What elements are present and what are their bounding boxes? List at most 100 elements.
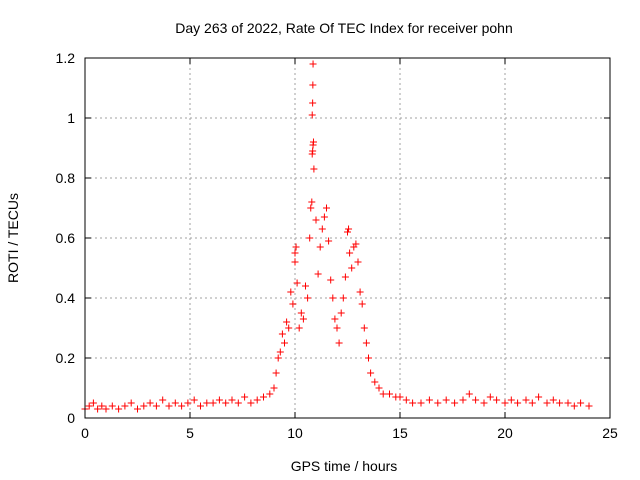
data-point — [278, 330, 286, 338]
data-point — [352, 240, 360, 248]
data-point — [310, 165, 318, 173]
data-point — [556, 399, 564, 407]
y-tick-label: 1 — [67, 110, 75, 126]
data-point — [270, 384, 278, 392]
data-point — [465, 390, 473, 398]
data-point — [585, 402, 593, 410]
data-point — [299, 315, 307, 323]
data-point — [451, 399, 459, 407]
data-point — [341, 273, 349, 281]
data-point — [314, 270, 322, 278]
data-point — [260, 393, 267, 401]
data-point — [247, 399, 255, 407]
data-point — [358, 300, 366, 308]
data-point — [335, 339, 343, 347]
data-point — [331, 315, 339, 323]
data-point — [346, 249, 354, 257]
data-point — [339, 294, 347, 302]
data-point — [425, 396, 433, 404]
data-point — [222, 399, 230, 407]
data-point — [102, 405, 110, 413]
data-point — [375, 384, 383, 392]
data-point — [543, 399, 551, 407]
plot-frame — [84, 57, 611, 419]
data-point — [522, 396, 530, 404]
data-point — [228, 396, 236, 404]
data-point — [304, 294, 312, 302]
data-point — [386, 390, 393, 398]
data-point — [472, 396, 480, 404]
x-tick-label: 20 — [497, 425, 513, 441]
y-tick-label: 0 — [67, 410, 75, 426]
data-point — [266, 390, 274, 398]
data-points — [81, 60, 593, 413]
axis-ticks: 0 5 10 15 20 25 0 0.2 0.4 0.6 0.8 1 1.2 — [56, 50, 618, 441]
data-point — [291, 258, 299, 266]
data-point — [287, 288, 295, 296]
y-tick-label: 0.8 — [56, 170, 76, 186]
data-point — [197, 402, 204, 410]
data-point — [190, 396, 198, 404]
data-point — [297, 309, 305, 317]
data-point — [274, 354, 282, 362]
x-tick-label: 10 — [287, 425, 303, 441]
data-point — [293, 279, 301, 287]
data-point — [486, 393, 494, 401]
data-point — [564, 399, 572, 407]
data-point — [434, 399, 442, 407]
data-point — [302, 282, 309, 290]
data-point — [272, 369, 280, 377]
data-point — [371, 378, 379, 386]
data-point — [402, 396, 410, 404]
data-point — [253, 396, 261, 404]
data-point — [94, 405, 102, 413]
data-point — [306, 234, 314, 242]
data-point — [354, 258, 362, 266]
data-point — [316, 243, 324, 251]
y-tick-label: 0.2 — [56, 350, 76, 366]
data-point — [570, 402, 578, 410]
y-tick-label: 1.2 — [56, 50, 76, 66]
chart-title: Day 263 of 2022, Rate Of TEC Index for r… — [175, 20, 512, 36]
data-point — [134, 405, 141, 413]
data-point — [348, 264, 356, 272]
data-point — [312, 216, 320, 224]
data-point — [459, 396, 467, 404]
data-point — [309, 138, 317, 146]
data-point — [283, 318, 291, 326]
data-point — [308, 198, 316, 206]
data-point — [442, 396, 450, 404]
data-point — [281, 339, 288, 347]
data-point — [367, 369, 375, 377]
data-point — [309, 99, 317, 107]
grid-lines — [85, 58, 610, 418]
data-point — [178, 402, 186, 410]
data-point — [396, 393, 404, 401]
y-axis-label: ROTI / TECUs — [5, 193, 21, 283]
data-point — [337, 309, 345, 317]
x-tick-label: 5 — [186, 425, 194, 441]
data-point — [333, 324, 341, 332]
data-point — [318, 225, 326, 233]
data-point — [309, 60, 317, 68]
data-point — [289, 300, 297, 308]
data-point — [215, 396, 223, 404]
x-tick-label: 15 — [392, 425, 408, 441]
data-point — [514, 399, 522, 407]
data-point — [234, 399, 242, 407]
data-point — [327, 276, 335, 284]
data-point — [307, 204, 315, 212]
data-point — [165, 402, 173, 410]
x-tick-label: 25 — [602, 425, 618, 441]
data-point — [295, 324, 303, 332]
data-point — [344, 228, 351, 236]
data-point — [501, 399, 509, 407]
data-point — [121, 402, 129, 410]
data-point — [549, 396, 557, 404]
data-point — [480, 399, 488, 407]
data-point — [507, 396, 515, 404]
data-point — [362, 339, 370, 347]
data-point — [308, 111, 316, 119]
data-point — [203, 399, 211, 407]
